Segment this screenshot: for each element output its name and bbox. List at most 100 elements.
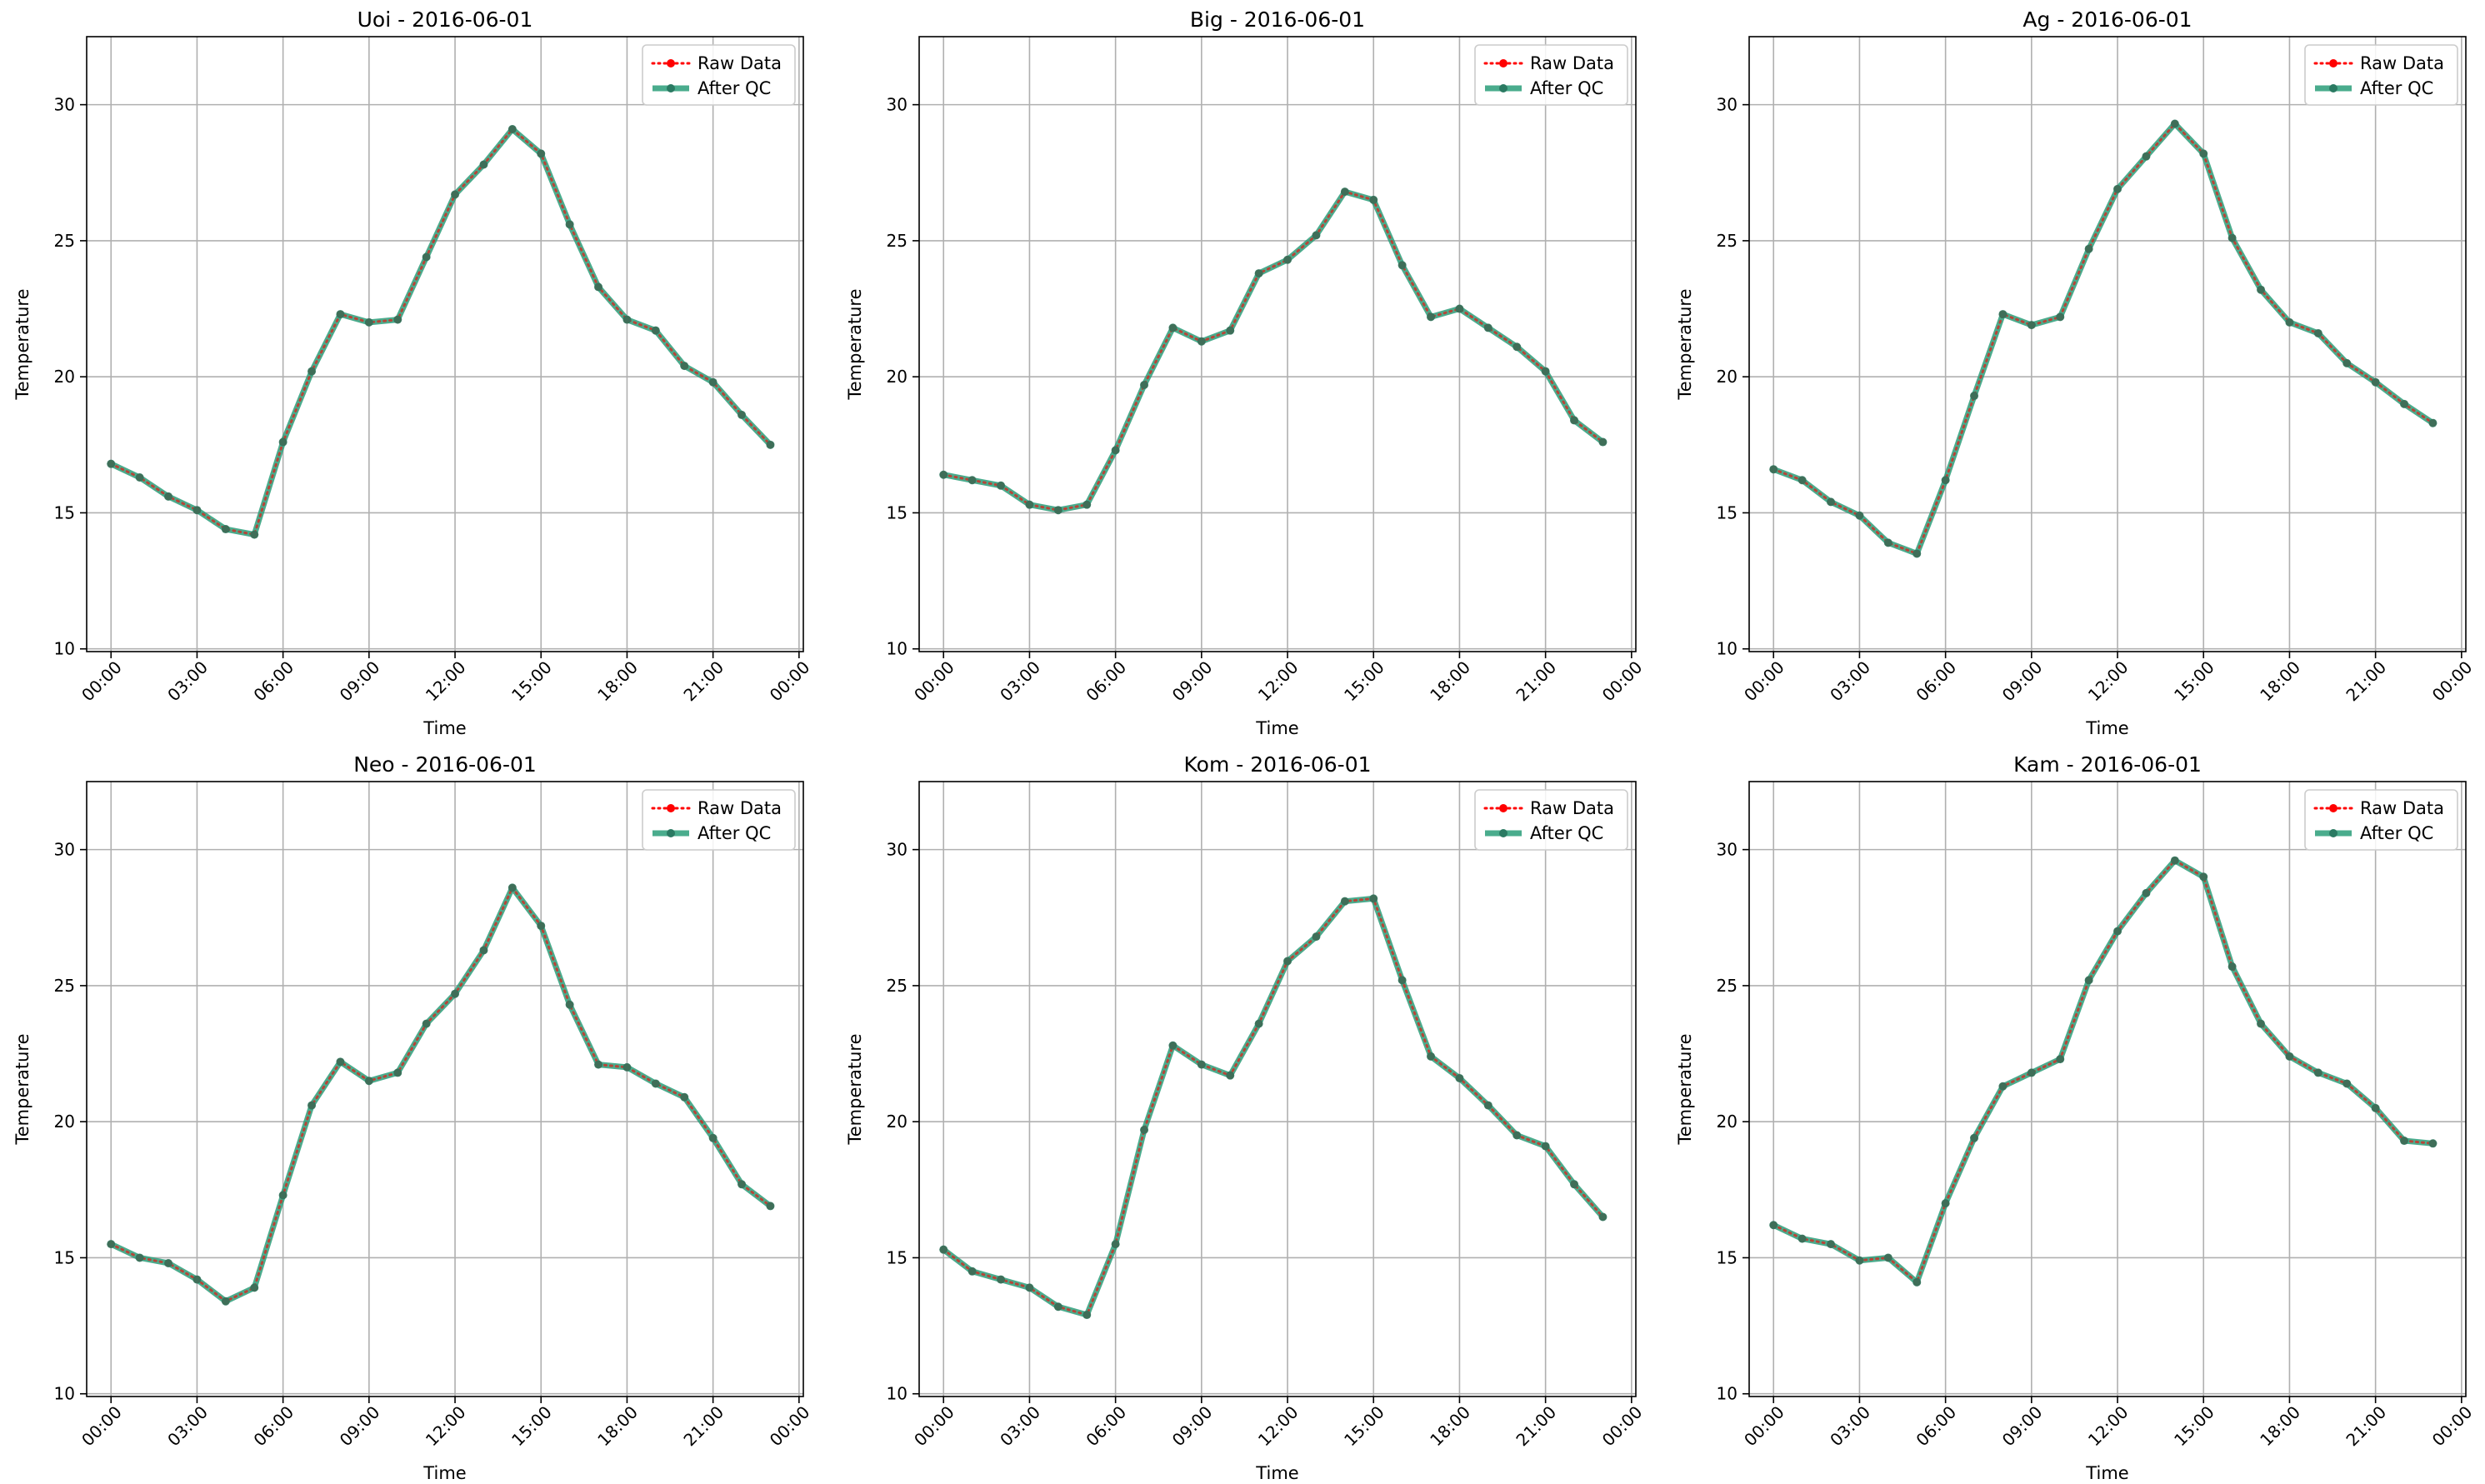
after-qc-point	[1197, 1060, 1206, 1069]
x-tick-label: 15:00	[508, 1402, 556, 1451]
chart-title: Big - 2016-06-01	[1190, 7, 1365, 32]
after-qc-point	[1570, 1180, 1579, 1189]
after-qc-point	[1168, 1041, 1178, 1050]
after-qc-point	[1455, 1073, 1464, 1082]
after-qc-point	[107, 1240, 116, 1249]
grid	[919, 37, 1636, 652]
after-qc-point	[997, 481, 1006, 490]
legend-marker-raw-data	[667, 804, 675, 812]
after-qc-point	[2257, 1019, 2266, 1028]
x-tick-label: 15:00	[1340, 657, 1388, 706]
x-tick-label: 00:00	[1598, 1402, 1647, 1451]
after-qc-point	[1398, 976, 1407, 985]
series-group	[107, 883, 775, 1306]
x-tick-label: 15:00	[2170, 657, 2218, 706]
grid	[1749, 782, 2466, 1397]
y-tick-label: 10	[54, 1384, 75, 1404]
after-qc-point	[2084, 976, 2093, 985]
after-qc-point	[164, 1258, 173, 1267]
after-qc-point	[708, 377, 718, 387]
after-qc-point	[1512, 342, 1522, 352]
x-axis: 00:00 03:00 06:00 09:00 12:00 15:00 18:00 21:00…	[1740, 1397, 2476, 1450]
legend-marker-raw-data	[1499, 804, 1508, 812]
after-qc-point	[680, 362, 689, 371]
after-qc-point	[508, 125, 517, 134]
after-qc-point	[1053, 506, 1062, 515]
after-qc-point	[2027, 321, 2036, 330]
y-tick-label: 25	[887, 231, 908, 251]
after-qc-point	[192, 1275, 202, 1284]
legend-marker-raw-data	[2329, 804, 2338, 812]
x-tick-label: 00:00	[1740, 657, 1788, 706]
x-tick-label: 12:00	[1254, 657, 1302, 706]
y-axis: 10 15 20 25 30	[54, 840, 87, 1404]
y-axis-label: Temperature	[845, 288, 865, 400]
y-axis: 10 15 20 25 30	[887, 840, 919, 1404]
y-axis-label: Temperature	[1675, 1033, 1695, 1145]
after-qc-point	[2371, 377, 2380, 387]
x-tick-label: 21:00	[679, 657, 728, 706]
x-tick-label: 12:00	[422, 657, 470, 706]
after-qc-point	[594, 282, 603, 292]
y-tick-label: 25	[887, 976, 908, 996]
x-tick-label: 03:00	[996, 1402, 1044, 1451]
y-tick-label: 20	[887, 367, 908, 387]
y-tick-label: 10	[1717, 1384, 1738, 1404]
after-qc-point	[2056, 1055, 2065, 1064]
after-qc-point	[164, 492, 173, 501]
after-qc-point	[2199, 149, 2208, 158]
x-tick-label: 06:00	[1082, 657, 1130, 706]
x-tick-label: 03:00	[1826, 1402, 1874, 1451]
y-tick-label: 30	[1717, 95, 1738, 115]
after-qc-point	[2170, 119, 2179, 128]
x-tick-label: 09:00	[1998, 657, 2047, 706]
series-group	[1769, 119, 2438, 558]
y-tick-label: 20	[887, 1112, 908, 1132]
y-axis: 10 15 20 25 30	[887, 95, 919, 659]
after-qc-point	[1340, 897, 1349, 906]
legend: Raw Data After QC	[1474, 44, 1628, 106]
x-tick-label: 00:00	[2428, 1402, 2477, 1451]
x-tick-label: 00:00	[1740, 1402, 1788, 1451]
after-qc-point	[1998, 310, 2008, 319]
axes-frame	[86, 781, 804, 1397]
legend-marker-after-qc	[2329, 829, 2338, 837]
after-qc-point	[1111, 1240, 1120, 1249]
after-qc-point	[1769, 465, 1778, 474]
y-tick-label: 15	[887, 502, 908, 522]
x-tick-label: 09:00	[336, 657, 384, 706]
series-line-raw-data	[1772, 122, 2434, 556]
after-qc-point	[1883, 538, 1892, 547]
after-qc-point	[1798, 1234, 1807, 1243]
x-tick-label: 06:00	[1912, 657, 1960, 706]
series-line-raw-data	[109, 127, 772, 537]
y-axis: 10 15 20 25 30	[54, 95, 87, 659]
after-qc-point	[2199, 872, 2208, 882]
series-line-after-qc	[940, 895, 1606, 1318]
series-group	[1769, 856, 2438, 1287]
after-qc-point	[1598, 437, 1608, 447]
after-qc-point	[708, 1133, 718, 1142]
after-qc-point	[1941, 1199, 1950, 1208]
series-group	[107, 125, 775, 539]
after-qc-point	[1254, 269, 1263, 278]
after-qc-point	[2228, 962, 2237, 972]
y-tick-label: 15	[887, 1247, 908, 1267]
grid	[87, 37, 803, 652]
x-tick-label: 12:00	[1254, 1402, 1302, 1451]
chart-panel-4: 00:00 03:00 06:00 09:00 12:00 15:00 18:00 21:00…	[12, 752, 813, 1483]
after-qc-point	[278, 437, 288, 447]
after-qc-point	[1970, 1133, 1979, 1142]
after-qc-point	[1512, 1131, 1522, 1140]
after-qc-point	[1941, 476, 1950, 485]
y-axis-label: Temperature	[1675, 288, 1695, 400]
y-tick-label: 10	[887, 639, 908, 659]
after-qc-point	[594, 1060, 603, 1069]
after-qc-point	[565, 1000, 574, 1009]
y-tick-label: 25	[1717, 976, 1738, 996]
x-axis: 00:00 03:00 06:00 09:00 12:00 15:00 18:00 21:00…	[78, 1397, 813, 1450]
after-qc-point	[1398, 261, 1407, 270]
x-tick-label: 12:00	[2084, 657, 2132, 706]
after-qc-point	[508, 883, 517, 892]
legend-marker-raw-data	[667, 59, 675, 67]
